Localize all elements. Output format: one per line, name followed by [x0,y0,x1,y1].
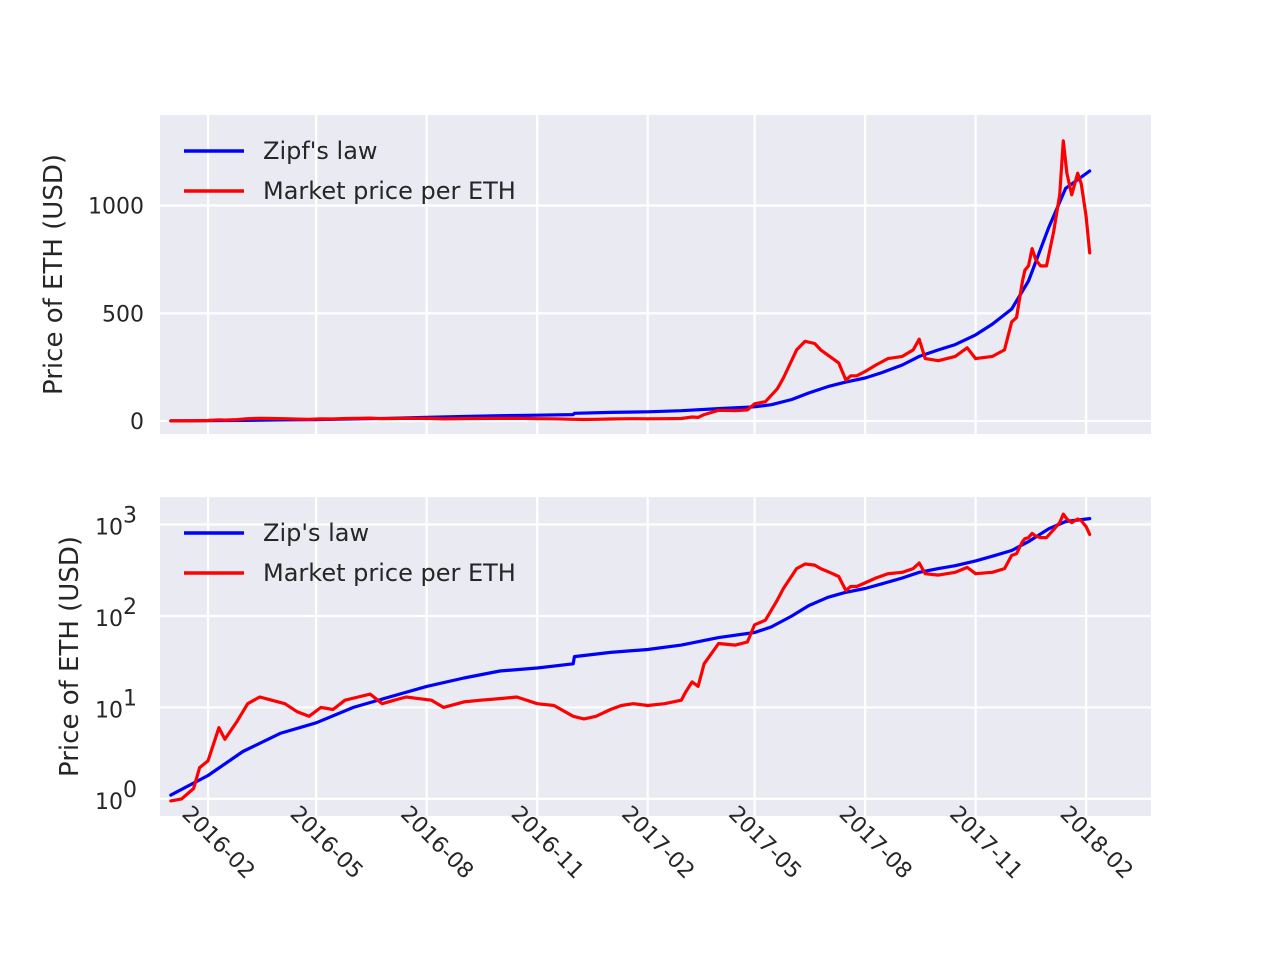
legend: Zipf's law Market price per ETH [184,137,516,205]
y-tick-exponent: 2 [123,595,137,620]
legend: Zip's law Market price per ETH [184,519,516,587]
series-line-1 [169,516,1092,797]
y-tick-label: 10 [95,790,123,815]
chart-panel-1: 0 500 1000 Price of ETH (USD) Zipf's law Mark… [39,115,1151,435]
y-tick-label: 10 [95,698,123,723]
legend-label: Zip's law [263,519,369,547]
y-axis-label: Price of ETH (USD) [39,154,69,395]
y-tick-label: 10 [95,607,123,632]
legend-label: Market price per ETH [263,559,516,587]
y-tick-exponent: 3 [123,504,137,529]
y-tick-label: 10 [95,516,123,541]
legend-label: Market price per ETH [263,177,516,205]
y-axis-label: Price of ETH (USD) [55,536,85,777]
legend-label: Zipf's law [263,137,378,165]
y-tick-exponent: 0 [123,778,137,803]
plot-area [160,115,1151,434]
y-tick-exponent: 1 [123,686,137,711]
y-tick-label: 500 [102,302,144,327]
series-line-2 [169,512,1092,803]
y-tick-label: 1000 [88,195,144,220]
plot-area [160,497,1151,816]
series-line-2 [169,139,1092,423]
y-tick-label: 0 [130,410,144,435]
